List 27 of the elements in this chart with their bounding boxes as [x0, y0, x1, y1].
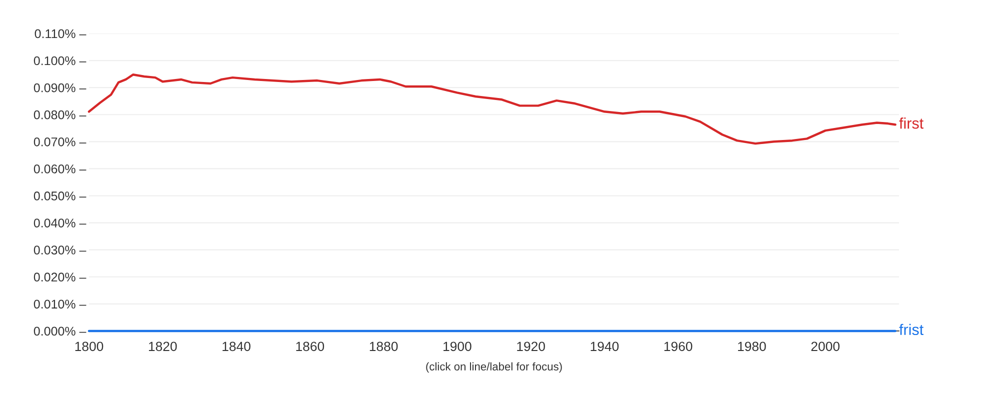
series-label: frist: [899, 324, 924, 336]
x-tick-label: 1800: [75, 342, 104, 352]
x-tick-label: 1820: [148, 342, 177, 352]
y-tick-label: 0.090% –: [34, 83, 86, 92]
x-tick-label: 1920: [517, 342, 545, 352]
line-series: [88, 73, 896, 145]
y-tick-label: 0.010% –: [34, 300, 86, 309]
x-tick-label: 1980: [738, 342, 766, 352]
y-tick-label: 0.050% –: [34, 192, 86, 200]
x-tick-label: 2000: [811, 342, 840, 352]
x-tick-label: 1880: [370, 342, 398, 352]
x-tick-label: 1900: [444, 342, 472, 352]
y-tick-label: 0.080% –: [34, 110, 86, 120]
y-tick-label: 0.060% –: [34, 164, 86, 174]
y-tick-label: 0.100% –: [34, 56, 86, 66]
x-tick-label: 1860: [296, 342, 324, 352]
x-tick-label: 1940: [590, 342, 619, 352]
x-tick-label: 1840: [222, 342, 250, 352]
x-tick-label: 1960: [664, 342, 692, 352]
series-label: first: [899, 118, 924, 129]
y-tick-label: 0.110% –: [34, 29, 86, 38]
y-tick-label: 0.070% –: [34, 137, 86, 146]
y-tick-label: 0.030% –: [34, 246, 86, 254]
y-tick-label: 0.000% –: [34, 326, 86, 336]
y-tick-label: 0.020% –: [34, 272, 86, 282]
text: (click on line/label for focus): [426, 362, 562, 373]
y-tick-label: 0.040% –: [34, 218, 86, 228]
